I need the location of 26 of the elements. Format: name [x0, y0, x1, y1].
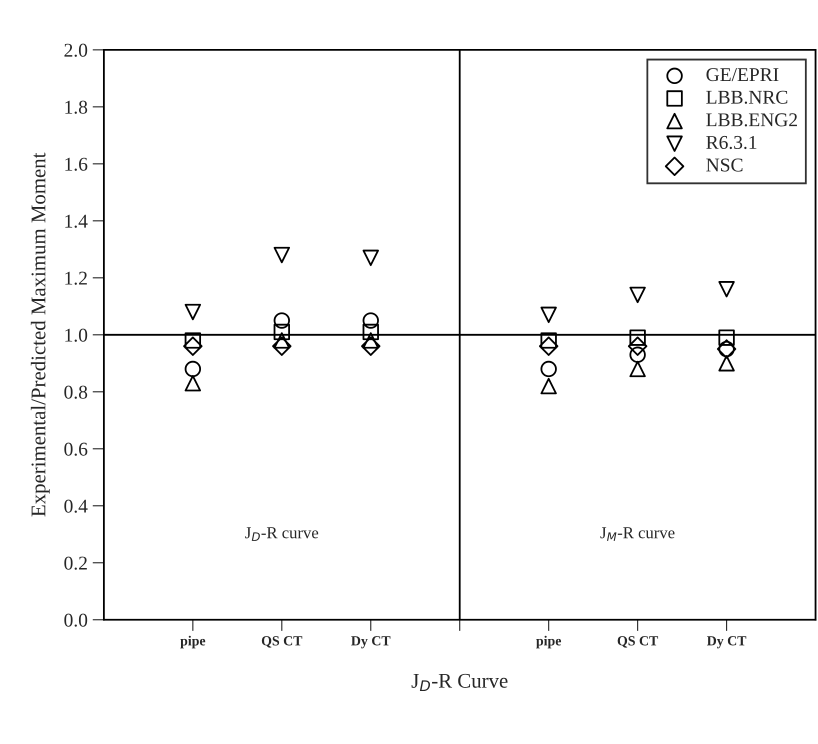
legend-label: R6.3.1 — [706, 136, 756, 150]
y-tick-label: 0.8 — [64, 386, 88, 399]
x-axis-title: J$_{D}$-R Curve — [412, 674, 508, 692]
legend-label: GE/EPRI — [706, 68, 778, 82]
x-tick-label: pipe — [180, 636, 206, 648]
y-tick-label: 1.0 — [65, 328, 88, 342]
y-tick-label: 0.6 — [64, 442, 88, 456]
y-tick-label: 0.0 — [64, 614, 88, 627]
y-tick-label: 1.6 — [65, 158, 88, 171]
legend-label: NSC — [706, 158, 742, 172]
legend-label: LBB.ENG2 — [706, 113, 797, 126]
y-tick-label: 1.8 — [65, 100, 88, 114]
x-tick-label: Dy CT — [351, 636, 390, 648]
x-tick-label: QS CT — [618, 636, 658, 648]
y-tick-label: 0.4 — [64, 500, 88, 513]
annotation: J$_{M}$-R curve — [600, 527, 674, 541]
legend-label: LBB.NRC — [706, 90, 788, 104]
y-tick-label: 0.2 — [64, 556, 87, 570]
y-tick-label: 2.0 — [64, 44, 88, 57]
x-tick-label: pipe — [536, 636, 562, 648]
y-tick-label: 1.4 — [65, 214, 88, 228]
y-axis-title: Experimental/Predicted Maximum Moment — [30, 152, 50, 516]
y-tick-label: 1.2 — [65, 272, 87, 285]
annotation: J$_{D}$-R curve — [245, 527, 318, 541]
x-tick-label: QS CT — [262, 636, 302, 648]
x-tick-label: Dy CT — [706, 636, 746, 648]
